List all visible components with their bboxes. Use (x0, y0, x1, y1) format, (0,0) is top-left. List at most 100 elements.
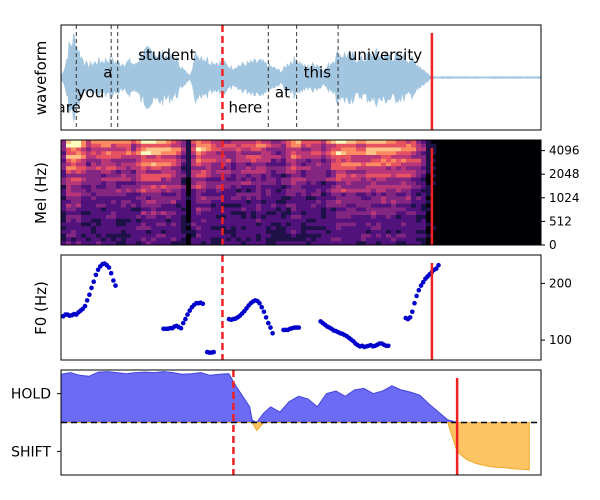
mel-cell (371, 226, 377, 231)
mel-cell (216, 215, 222, 220)
mel-cell (376, 143, 382, 148)
mel-cell (231, 158, 237, 163)
mel-cell (266, 166, 272, 171)
mel-cell (261, 203, 267, 208)
mel-cell (211, 237, 217, 242)
mel-cell (166, 162, 172, 167)
mel-cell (316, 226, 322, 231)
f0-point (386, 343, 391, 349)
mel-cell (86, 143, 92, 148)
mel-cell (386, 140, 392, 145)
mel-cell (431, 222, 437, 227)
mel-cell (221, 158, 227, 163)
mel-cell (176, 230, 182, 235)
mel-cell (151, 155, 157, 160)
mel-cell (181, 237, 187, 242)
mel-cell (331, 185, 337, 190)
mel-cell (431, 196, 437, 201)
mel-cell (361, 166, 367, 171)
f0-point (111, 278, 116, 283)
mel-cell (416, 147, 422, 152)
mel-cell (136, 215, 142, 220)
mel-cell (166, 147, 172, 152)
mel-cell (96, 147, 102, 152)
mel-cell (411, 158, 417, 163)
mel-cell (361, 147, 367, 152)
mel-cell (351, 173, 357, 178)
mel-cell (201, 226, 207, 231)
mel-cell (196, 211, 202, 216)
mel-cell (221, 170, 227, 175)
mel-cell (371, 237, 377, 242)
mel-cell (126, 203, 132, 208)
mel-cell (111, 230, 117, 235)
mel-cell (286, 177, 292, 182)
mel-cell (121, 147, 127, 152)
mel-cell (91, 196, 97, 201)
mel-cell (211, 155, 217, 160)
mel-cell (126, 211, 132, 216)
mel-cell (156, 226, 162, 231)
mel-cell (271, 185, 277, 190)
mel-cell (376, 241, 382, 245)
mel-cell (81, 181, 87, 186)
mel-cell (411, 140, 417, 145)
mel-cell (141, 226, 147, 231)
mel-cell (316, 151, 322, 156)
mel-cell (226, 192, 232, 197)
f0-point (183, 316, 188, 322)
mel-cell (196, 192, 202, 197)
mel-cell (231, 147, 237, 152)
mel-cell (116, 230, 122, 235)
mel-cell (231, 155, 237, 160)
mel-cell (381, 151, 387, 156)
mel-cell (136, 200, 142, 205)
mel-cell (361, 226, 367, 231)
mel-cell (216, 192, 222, 197)
mel-cell (291, 188, 297, 193)
mel-cell (331, 140, 337, 145)
mel-cell (211, 140, 217, 145)
mel-cell (201, 151, 207, 156)
mel-cell (296, 151, 302, 156)
mel-cell (151, 158, 157, 163)
mel-cell (256, 233, 262, 238)
mel-cell (161, 170, 167, 175)
mel-cell (116, 162, 122, 167)
mel-cell (101, 196, 107, 201)
mel-cell (206, 188, 212, 193)
mel-cell (351, 155, 357, 160)
mel-cell (131, 207, 137, 212)
mel-cell (156, 158, 162, 163)
mel-cell (311, 181, 317, 186)
mel-cell (406, 155, 412, 160)
mel-cell (186, 241, 192, 245)
mel-cell (166, 241, 172, 245)
mel-cell (121, 230, 127, 235)
mel-cell (96, 173, 102, 178)
mel-cell (296, 215, 302, 220)
mel-cell (266, 162, 272, 167)
mel-cell (371, 151, 377, 156)
mel-cell (216, 151, 222, 156)
mel-cell (71, 147, 77, 152)
mel-cell (296, 181, 302, 186)
mel-cell (161, 177, 167, 182)
mel-cell (126, 218, 132, 223)
mel-cell (421, 237, 427, 242)
mel-cell (146, 155, 152, 160)
mel-cell (306, 192, 312, 197)
mel-cell (386, 185, 392, 190)
mel-cell (146, 170, 152, 175)
mel-cell (256, 226, 262, 231)
mel-cell (341, 177, 347, 182)
mel-cell (196, 181, 202, 186)
f0-point (263, 315, 269, 320)
mel-cell (186, 188, 192, 193)
mel-cell (356, 196, 362, 201)
mel-cell (351, 143, 357, 148)
mel-cell (226, 155, 232, 160)
mel-cell (416, 188, 422, 193)
mel-cell (216, 211, 222, 216)
mel-cell (351, 200, 357, 205)
